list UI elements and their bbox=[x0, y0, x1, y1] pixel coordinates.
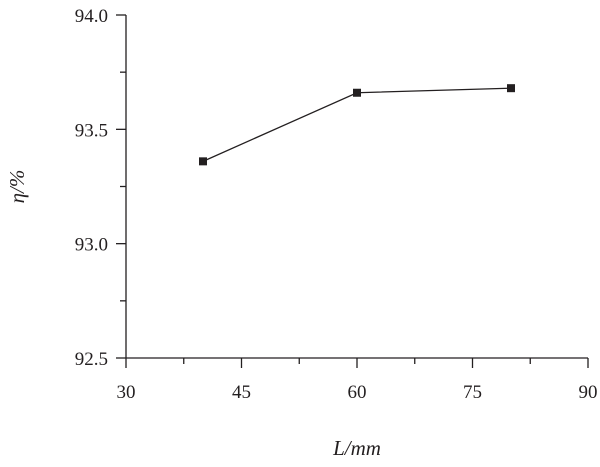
y-ticks: 92.5 93.0 93.5 94.0 bbox=[75, 6, 126, 370]
x-tick-label: 60 bbox=[348, 382, 367, 403]
x-tick-label: 75 bbox=[463, 382, 482, 403]
series-line bbox=[202, 87, 512, 162]
x-ticks: 30 45 60 75 90 bbox=[117, 358, 598, 403]
x-tick-label: 90 bbox=[579, 382, 598, 403]
y-tick-label: 93.0 bbox=[75, 235, 108, 256]
y-tick-label: 93.5 bbox=[75, 120, 108, 141]
data-point bbox=[199, 157, 207, 166]
x-axis-title: L/mm bbox=[332, 436, 381, 460]
x-tick-label: 45 bbox=[232, 382, 251, 403]
y-tick-label: 94.0 bbox=[75, 6, 108, 27]
axes bbox=[125, 15, 588, 359]
data-point bbox=[353, 88, 361, 97]
y-axis-title: η/% bbox=[5, 170, 29, 204]
x-tick-label: 30 bbox=[117, 382, 136, 403]
series bbox=[199, 84, 515, 166]
data-point bbox=[507, 84, 515, 93]
y-tick-label: 92.5 bbox=[75, 349, 108, 370]
